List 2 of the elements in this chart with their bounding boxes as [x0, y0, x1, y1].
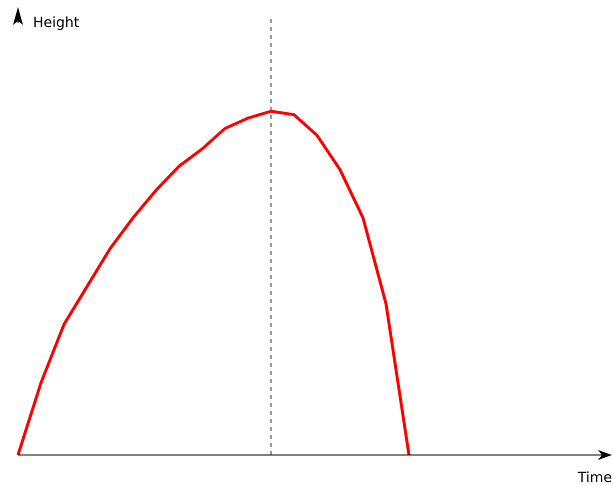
text: Height	[33, 15, 80, 31]
text: Time	[576, 470, 612, 486]
